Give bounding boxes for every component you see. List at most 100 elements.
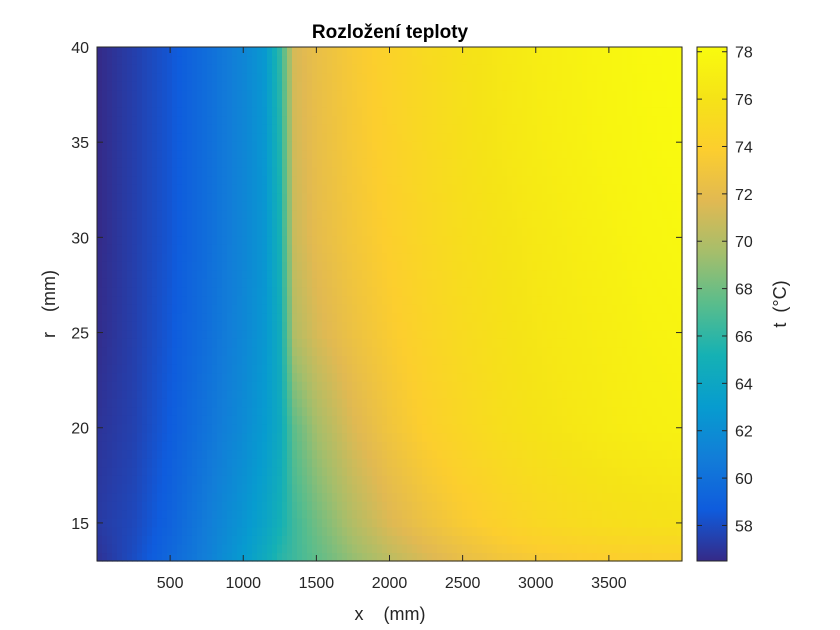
heatmap-cell: [437, 338, 443, 348]
heatmap-cell: [142, 269, 148, 279]
heatmap-cell: [287, 415, 293, 425]
heatmap-cell: [207, 492, 213, 502]
heatmap-cell: [207, 372, 213, 382]
heatmap-cell: [297, 201, 303, 211]
heatmap-cell: [282, 355, 288, 365]
heatmap-cell: [457, 175, 463, 185]
heatmap-cell: [117, 64, 123, 74]
heatmap-cell: [272, 406, 278, 416]
heatmap-cell: [187, 226, 193, 237]
heatmap-cell: [322, 166, 328, 177]
heatmap-cell: [292, 389, 298, 399]
heatmap-cell: [467, 363, 473, 374]
heatmap-cell: [377, 295, 383, 305]
heatmap-cell: [102, 132, 108, 142]
heatmap-cell: [162, 55, 168, 65]
heatmap-cell: [142, 406, 148, 416]
heatmap-cell: [372, 458, 378, 468]
heatmap-cell: [227, 518, 233, 528]
heatmap-cell: [157, 535, 163, 545]
heatmap-cell: [157, 338, 163, 348]
heatmap-cell: [432, 389, 438, 399]
heatmap-cell: [487, 89, 493, 99]
heatmap-cell: [117, 286, 123, 297]
heatmap-cell: [192, 98, 198, 108]
heatmap-cell: [142, 252, 148, 262]
heatmap-cell: [122, 526, 128, 536]
heatmap-cell: [142, 518, 148, 528]
heatmap-cell: [422, 286, 428, 297]
heatmap-cell: [162, 346, 168, 356]
heatmap-cell: [312, 286, 318, 297]
heatmap-cell: [472, 543, 478, 554]
heatmap-cell: [242, 209, 248, 219]
heatmap-cell: [207, 295, 213, 305]
heatmap-cell: [112, 535, 118, 545]
heatmap-cell: [462, 192, 468, 202]
heatmap-cell: [277, 141, 283, 151]
heatmap-cell: [482, 423, 488, 434]
heatmap-cell: [122, 218, 128, 228]
heatmap-cell: [327, 192, 333, 202]
heatmap-cell: [307, 423, 313, 434]
heatmap-cell: [342, 235, 348, 245]
heatmap-cell: [217, 132, 223, 142]
heatmap-cell: [157, 552, 163, 562]
heatmap-cell: [452, 355, 458, 365]
heatmap-cell: [442, 321, 448, 331]
heatmap-cell: [247, 98, 253, 108]
heatmap-cell: [217, 346, 223, 356]
heatmap-cell: [297, 184, 303, 194]
heatmap-cell: [257, 252, 263, 262]
heatmap-cell: [457, 226, 463, 237]
heatmap-cell: [337, 64, 343, 74]
heatmap-cell: [442, 218, 448, 228]
heatmap-cell: [142, 218, 148, 228]
heatmap-cell: [347, 321, 353, 331]
heatmap-cell: [482, 201, 488, 211]
heatmap-cell: [127, 55, 133, 65]
heatmap-cell: [497, 329, 503, 339]
heatmap-cell: [377, 166, 383, 177]
heatmap-cell: [357, 55, 363, 65]
heatmap-cell: [472, 252, 478, 262]
heatmap-cell: [492, 124, 498, 134]
heatmap-cell: [227, 432, 233, 442]
heatmap-cell: [507, 269, 513, 279]
heatmap-cell: [372, 158, 378, 168]
heatmap-cell: [242, 184, 248, 194]
heatmap-cell: [232, 398, 238, 408]
heatmap-cell: [367, 252, 373, 262]
heatmap-cell: [292, 158, 298, 168]
heatmap-cell: [292, 89, 298, 99]
heatmap-cell: [202, 321, 208, 331]
heatmap-cell: [122, 363, 128, 374]
heatmap-cell: [312, 166, 318, 177]
heatmap-cell: [127, 209, 133, 219]
heatmap-cell: [242, 158, 248, 168]
heatmap-cell: [137, 518, 143, 528]
heatmap-cell: [207, 363, 213, 374]
heatmap-cell: [152, 269, 158, 279]
heatmap-cell: [207, 552, 213, 562]
heatmap-cell: [217, 518, 223, 528]
heatmap-cell: [382, 389, 388, 399]
heatmap-cell: [477, 192, 483, 202]
heatmap-cell: [392, 475, 398, 485]
heatmap-cell: [272, 149, 278, 159]
heatmap-cell: [512, 501, 518, 511]
heatmap-cell: [412, 423, 418, 434]
heatmap-cell: [327, 458, 333, 468]
heatmap-cell: [402, 124, 408, 134]
heatmap-cell: [482, 321, 488, 331]
heatmap-cell: [107, 261, 113, 271]
heatmap-cell: [397, 184, 403, 194]
heatmap-cell: [402, 115, 408, 125]
heatmap-cell: [152, 449, 158, 459]
heatmap-cell: [272, 552, 278, 562]
heatmap-cell: [127, 192, 133, 202]
heatmap-cell: [402, 398, 408, 408]
heatmap-cell: [462, 406, 468, 416]
heatmap-cell: [307, 466, 313, 476]
heatmap-cell: [322, 286, 328, 297]
